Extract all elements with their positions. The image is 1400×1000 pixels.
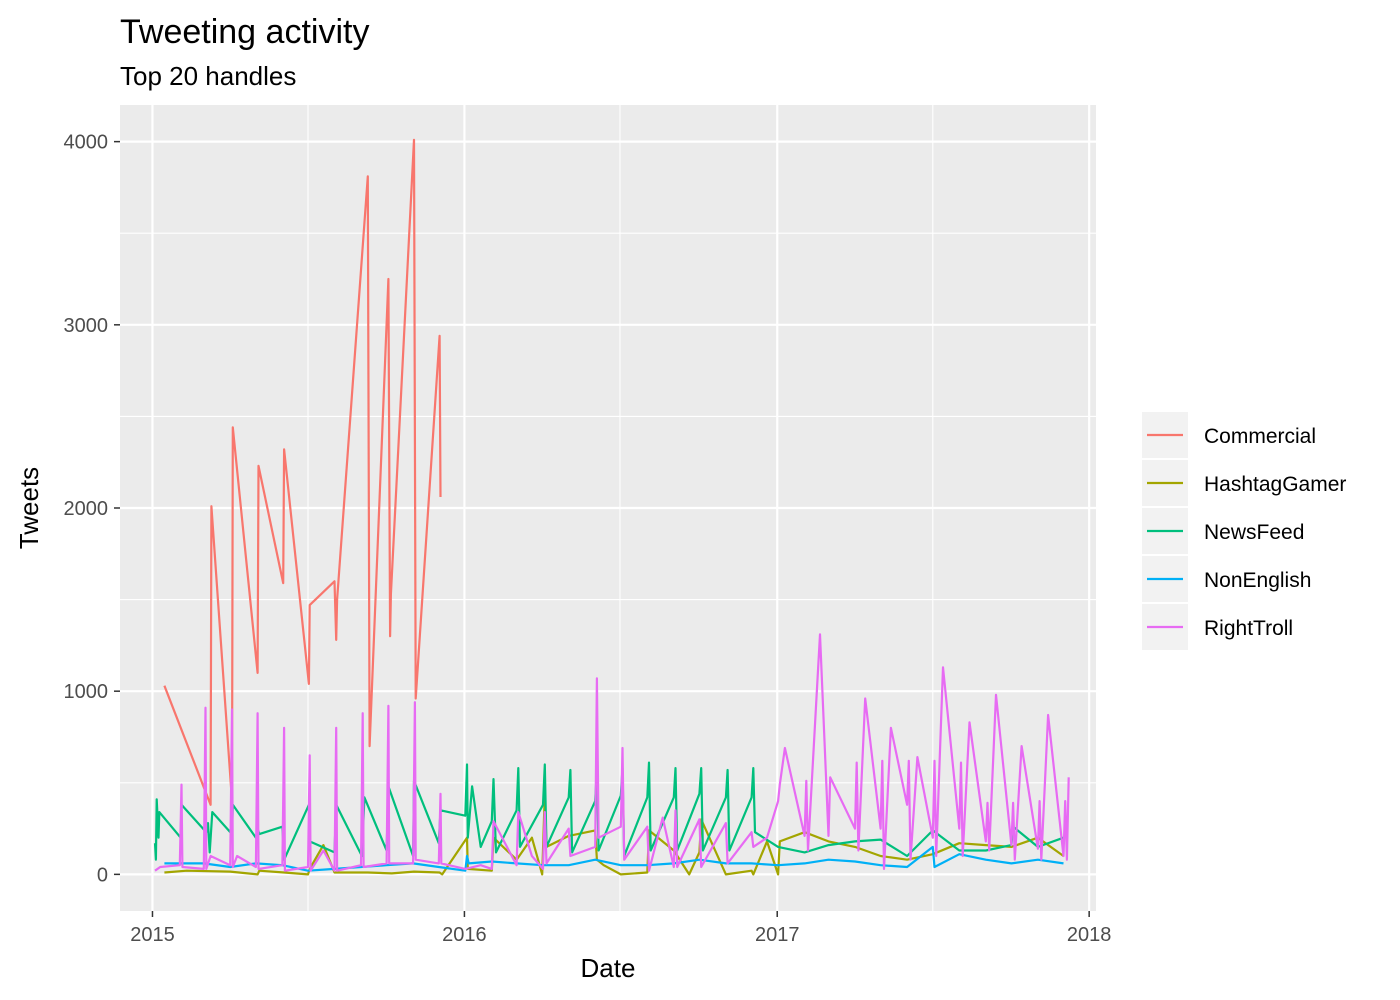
x-axis-title: Date <box>581 953 636 983</box>
legend-item-newsfeed: NewsFeed <box>1142 508 1304 554</box>
legend-label: RightTroll <box>1204 617 1293 640</box>
x-tick-label: 2015 <box>130 924 175 946</box>
series-line-nonenglish <box>164 845 1064 872</box>
legend-label: NonEnglish <box>1204 569 1311 592</box>
chart-subtitle: Top 20 handles <box>120 61 296 91</box>
legend-item-nonenglish: NonEnglish <box>1142 556 1311 602</box>
y-axis-title: Tweets <box>14 467 44 549</box>
x-axis: 2015 2016 2017 2018 <box>130 911 1111 946</box>
x-tick-label: 2016 <box>442 924 487 946</box>
legend-label: HashtagGamer <box>1204 473 1346 496</box>
series-layer <box>153 138 1070 876</box>
legend: Commercial HashtagGamer NewsFeed NonEnglish… <box>1142 412 1346 650</box>
series-line-righttroll <box>154 633 1070 872</box>
x-tick-label: 2017 <box>755 924 800 946</box>
y-axis: 0 1000 2000 3000 4000 <box>64 132 120 886</box>
legend-label: Commercial <box>1204 425 1316 448</box>
legend-item-righttroll: RightTroll <box>1142 604 1293 650</box>
chart-title: Tweeting activity <box>120 13 369 51</box>
legend-item-hashtaggamer: HashtagGamer <box>1142 460 1346 506</box>
y-tick-label: 3000 <box>64 315 109 337</box>
legend-label: NewsFeed <box>1204 521 1304 544</box>
y-tick-label: 2000 <box>64 498 109 520</box>
legend-item-commercial: Commercial <box>1142 412 1316 458</box>
grid-major <box>120 105 1096 911</box>
x-tick-label: 2018 <box>1067 924 1112 946</box>
series-line-commercial <box>163 138 442 806</box>
y-tick-label: 1000 <box>64 681 109 703</box>
y-tick-label: 4000 <box>64 132 109 154</box>
y-tick-label: 0 <box>97 864 108 886</box>
